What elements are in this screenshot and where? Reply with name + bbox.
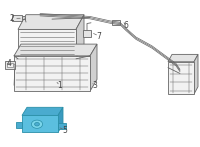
Polygon shape [18,15,84,29]
Circle shape [31,120,43,128]
Polygon shape [18,29,76,59]
Polygon shape [22,115,58,132]
Polygon shape [168,62,194,94]
Polygon shape [16,122,22,128]
Text: 3: 3 [92,81,97,91]
Polygon shape [58,107,63,132]
Polygon shape [83,30,91,37]
Polygon shape [14,44,97,56]
Text: 2: 2 [9,14,14,23]
Text: 6: 6 [124,21,129,30]
Polygon shape [194,54,198,94]
Text: 4: 4 [7,59,12,69]
Polygon shape [7,63,13,67]
Polygon shape [22,107,63,115]
Text: 5: 5 [62,126,67,135]
Polygon shape [168,54,198,62]
Polygon shape [76,15,84,59]
Polygon shape [58,123,66,129]
Polygon shape [14,56,90,91]
Polygon shape [5,61,15,69]
Polygon shape [22,16,25,19]
Circle shape [35,122,39,126]
Polygon shape [90,44,97,91]
Polygon shape [112,20,120,25]
Text: 1: 1 [57,81,62,91]
Text: 7: 7 [96,31,101,41]
Polygon shape [12,15,22,21]
